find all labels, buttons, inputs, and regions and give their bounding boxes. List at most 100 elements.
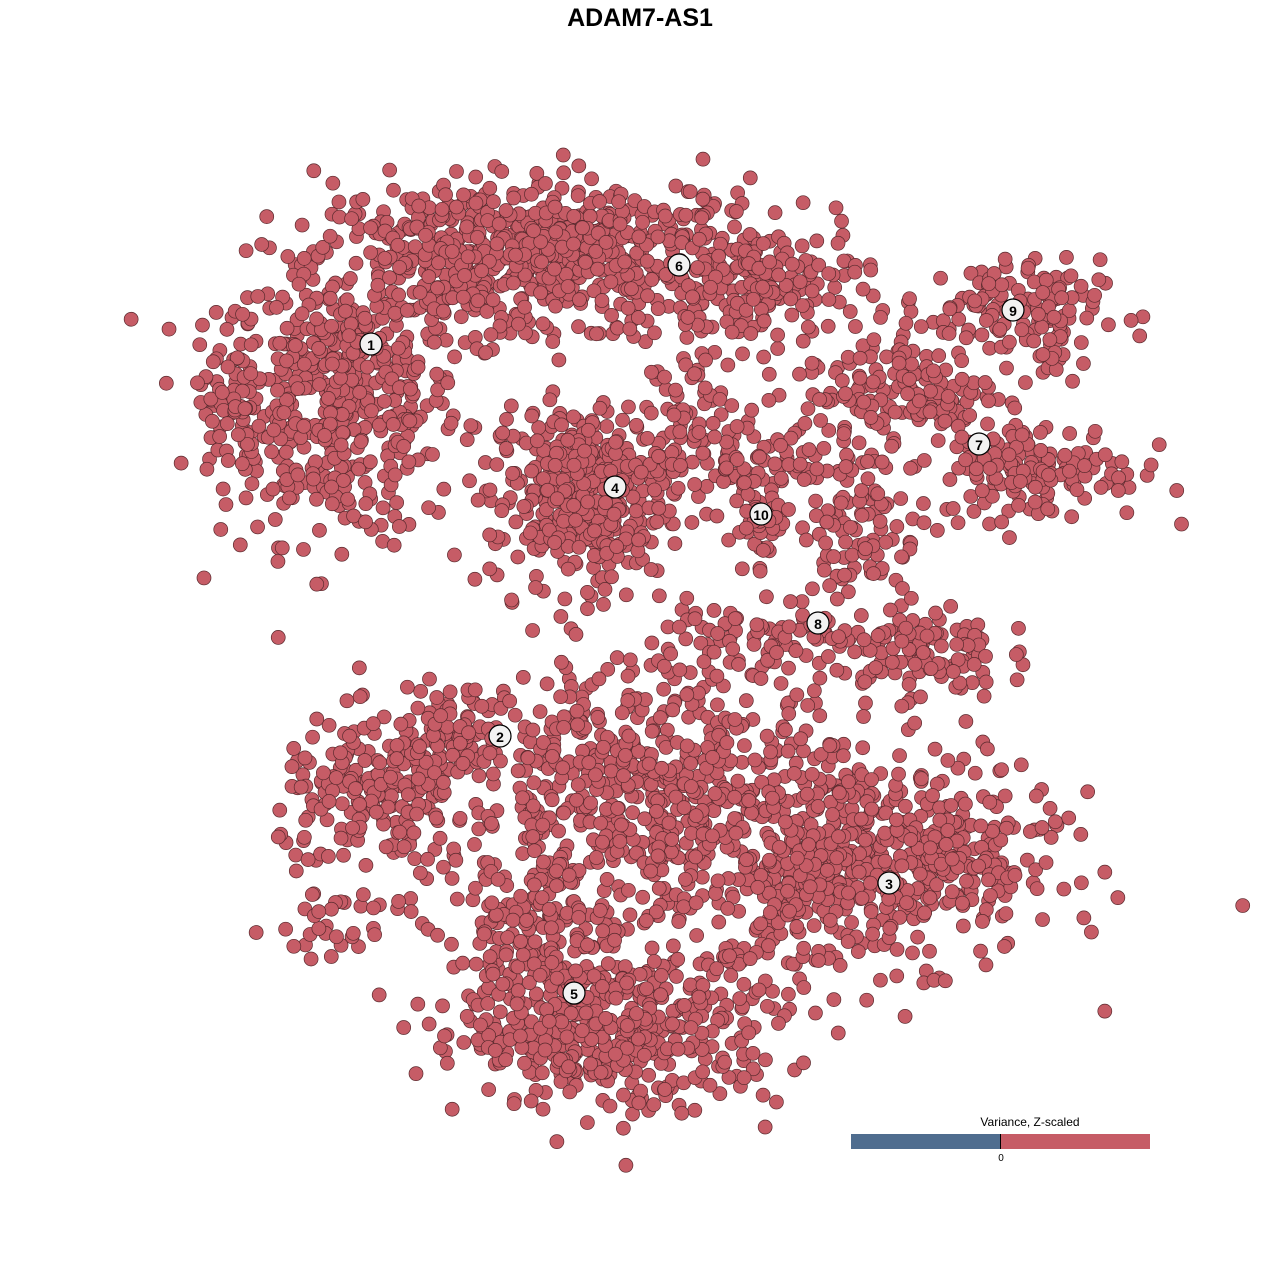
data-point	[1123, 313, 1139, 328]
data-point	[978, 957, 994, 973]
data-point	[486, 194, 501, 209]
data-point	[536, 854, 551, 870]
data-point	[598, 1011, 614, 1026]
data-point	[358, 857, 374, 873]
data-point	[600, 956, 616, 971]
data-point	[635, 214, 650, 230]
data-point	[502, 693, 518, 709]
data-point	[447, 547, 462, 563]
data-point	[1035, 912, 1050, 927]
data-point	[745, 1045, 761, 1061]
data-point	[894, 549, 909, 565]
data-point	[286, 741, 302, 756]
data-point	[478, 345, 493, 361]
data-point	[684, 515, 700, 530]
data-point	[710, 697, 725, 713]
data-point	[698, 352, 713, 368]
data-point	[396, 1020, 412, 1035]
data-point	[981, 872, 996, 888]
data-point	[710, 873, 726, 889]
data-point	[930, 433, 946, 448]
data-point	[329, 929, 344, 945]
data-point	[830, 1025, 846, 1041]
data-point	[891, 355, 907, 371]
data-point	[618, 748, 633, 763]
data-point	[321, 391, 336, 406]
data-point	[1097, 864, 1113, 880]
data-point	[750, 880, 766, 895]
data-point	[1031, 307, 1046, 322]
data-point	[505, 466, 520, 481]
data-point	[595, 923, 611, 939]
data-point	[505, 912, 521, 928]
data-point	[1014, 427, 1030, 443]
data-point	[584, 171, 599, 187]
data-point	[703, 279, 718, 295]
data-point	[336, 473, 351, 488]
data-point	[309, 576, 325, 592]
data-point	[813, 413, 828, 428]
data-point	[672, 619, 687, 635]
data-point	[288, 338, 303, 353]
data-point	[270, 630, 286, 645]
data-point	[973, 943, 988, 959]
data-point	[922, 404, 938, 420]
data-point	[196, 570, 212, 586]
data-point	[842, 304, 858, 319]
data-point	[507, 707, 523, 723]
data-point	[777, 814, 793, 830]
data-point	[737, 738, 752, 753]
data-point	[720, 357, 736, 373]
data-point	[509, 996, 525, 1012]
data-point	[702, 1077, 718, 1093]
data-point	[408, 1066, 424, 1081]
data-point	[705, 750, 720, 765]
data-point	[470, 293, 486, 309]
data-point	[547, 458, 563, 473]
data-point	[711, 248, 726, 264]
data-point	[468, 880, 483, 896]
data-point	[533, 234, 549, 250]
data-point	[864, 772, 879, 787]
data-point	[448, 852, 464, 868]
data-point	[389, 495, 404, 510]
data-point	[566, 209, 582, 224]
data-point	[463, 418, 479, 433]
data-point	[639, 981, 654, 997]
data-point	[838, 459, 854, 475]
data-point	[855, 740, 871, 756]
data-point	[689, 928, 704, 943]
data-point	[511, 316, 526, 332]
data-point	[680, 310, 696, 325]
data-point	[841, 885, 856, 901]
data-point	[892, 748, 907, 763]
data-point	[588, 244, 604, 259]
data-point	[852, 350, 868, 366]
data-point	[676, 998, 692, 1013]
data-point	[873, 310, 888, 325]
data-point	[722, 948, 737, 964]
data-point	[760, 998, 775, 1014]
data-point	[769, 645, 784, 660]
data-point	[332, 209, 347, 225]
data-point	[219, 416, 235, 431]
data-point	[476, 926, 492, 942]
data-point	[915, 645, 931, 660]
data-point	[938, 973, 953, 989]
data-point	[562, 1084, 578, 1100]
data-point	[387, 467, 403, 483]
data-point	[580, 1115, 595, 1130]
data-point	[679, 330, 695, 345]
data-point	[342, 728, 357, 744]
data-point	[973, 818, 989, 834]
data-point	[485, 292, 501, 308]
data-point	[296, 356, 312, 372]
data-point	[772, 839, 787, 855]
data-point	[1119, 505, 1135, 521]
data-point	[570, 777, 586, 793]
data-point	[941, 326, 957, 341]
data-point	[731, 657, 746, 672]
data-point	[355, 887, 371, 902]
data-point	[736, 1070, 752, 1085]
data-point	[572, 292, 587, 308]
